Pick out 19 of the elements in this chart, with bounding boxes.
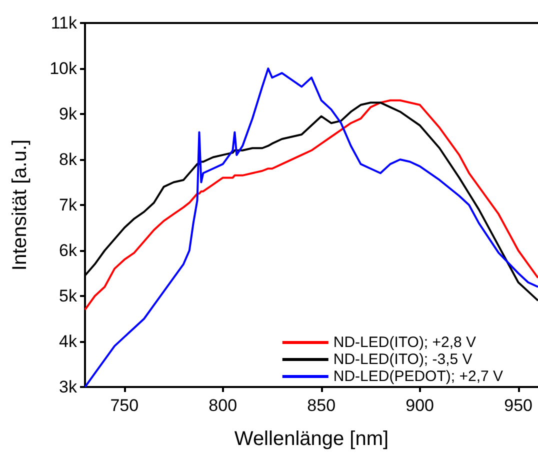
y-tick-label: 7k [59,196,78,214]
y-tick-label: 10k [50,59,78,78]
x-tick-label: 750 [110,396,139,415]
x-tick-label: 900 [406,396,434,415]
legend-label: ND-LED(PEDOT); +2,7 V [333,368,504,385]
y-tick-label: 3k [59,378,78,396]
x-tick-label: 950 [504,396,532,415]
x-tick-label: 850 [307,396,336,415]
x-axis-title: Wellenlänge [nm] [234,428,389,450]
y-tick-label: 11k [50,14,78,32]
y-tick-label: 6k [59,241,78,260]
x-tick-label: 800 [208,396,238,415]
y-tick-label: 5k [59,286,78,306]
y-axis-title: Intensität [a.u.] [9,139,31,271]
legend-label: ND-LED(ITO); +2,8 V [333,334,476,351]
y-tick-label: 9k [59,104,78,124]
y-tick-label: 4k [59,332,78,351]
legend-label: ND-LED(ITO); -3,5 V [333,351,472,368]
y-tick-label: 8k [59,150,78,169]
